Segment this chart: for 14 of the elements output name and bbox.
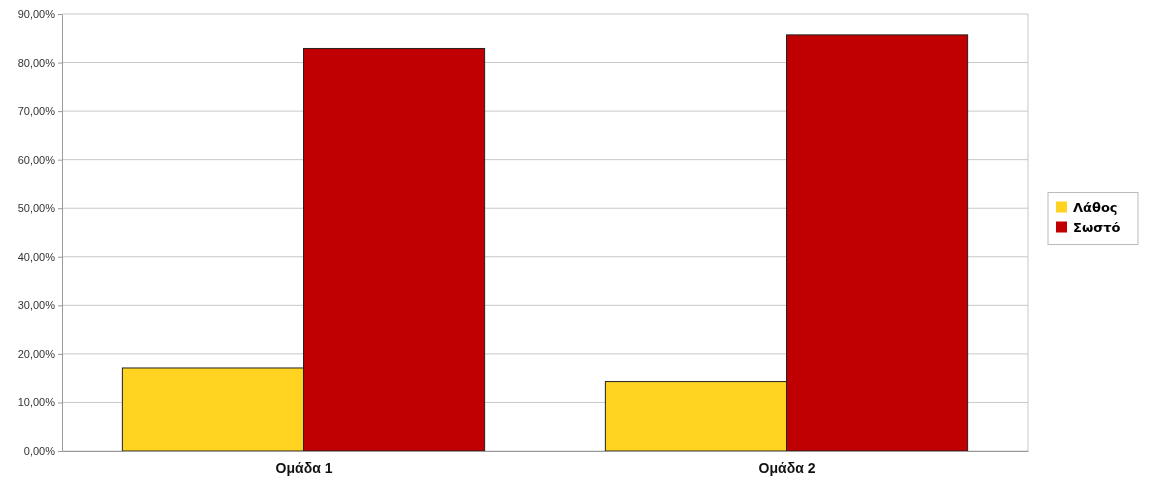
y-tick-label: 60,00% [17,153,56,166]
y-tick-label: 80,00% [17,56,56,69]
y-tick-label: 50,00% [17,202,56,215]
legend-label: Λάθος [1073,199,1118,215]
y-tick-label: 70,00% [17,105,56,118]
y-tick-label: 90,00% [17,8,56,21]
y-tick-label: 20,00% [17,347,56,360]
y-tick-label: 40,00% [17,250,56,263]
y-tick-label: 10,00% [17,396,56,409]
x-tick-label: Ομάδα 1 [275,459,333,476]
y-tick-label: 30,00% [17,299,56,312]
x-tick-label: Ομάδα 2 [758,459,816,476]
legend-label: Σωστό [1073,219,1121,235]
y-tick-label: 0,00% [23,445,56,458]
